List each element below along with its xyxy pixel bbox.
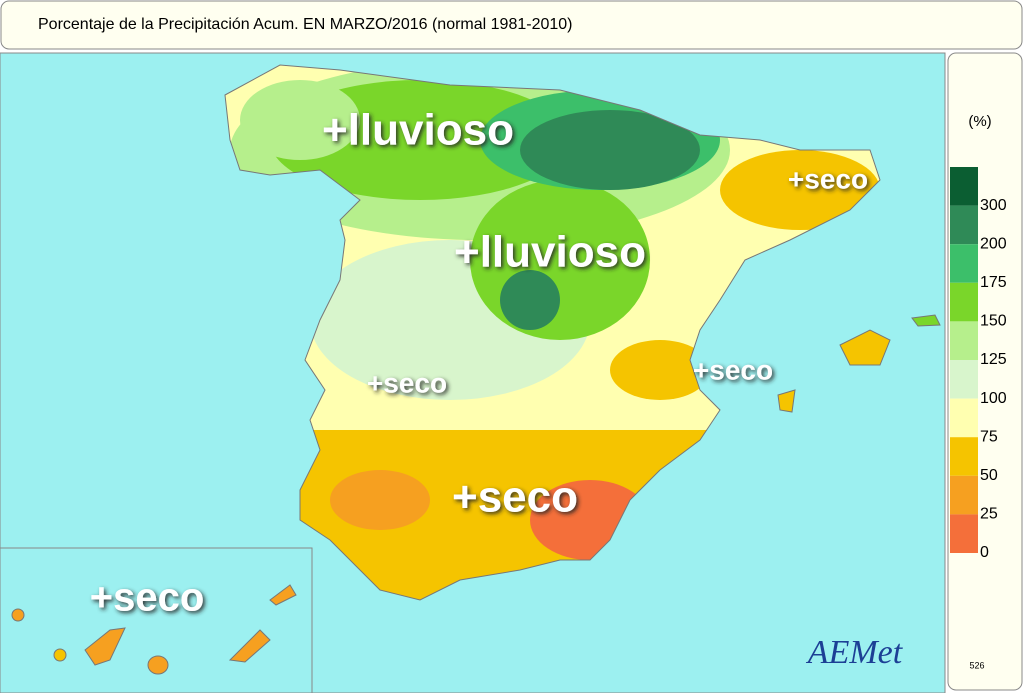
tenerife [84,627,126,666]
lanzarote [269,584,297,606]
mallorca [839,329,891,366]
legend-swatch [950,244,978,283]
legend-swatch [950,360,978,399]
legend-swatch [950,321,978,360]
annotation: +seco [367,367,447,398]
legend-label: 175 [980,274,1007,291]
annotation: +lluvioso [322,106,514,155]
legend-swatch [950,398,978,438]
gran-canaria [147,655,169,675]
annotation: +lluvioso [454,228,646,277]
map-id: 526 [969,660,984,670]
legend-label: 150 [980,313,1007,330]
fuerteventura [228,629,271,663]
legend-swatch [950,475,978,515]
title: Porcentaje de la Precipitación Acum. EN … [38,16,572,33]
legend-swatch [950,205,978,245]
logo: AEMet [806,634,904,671]
la-palma [11,608,25,622]
title-box [0,0,1023,50]
legend-label: 100 [980,390,1007,407]
legend-label: 125 [980,351,1007,368]
legend-label: 75 [980,428,998,445]
la-gomera [53,648,67,662]
legend-swatch [950,514,978,553]
ibiza [777,389,796,413]
legend-label: 0 [980,544,989,561]
legend-label: 300 [980,197,1007,214]
legend-swatch [950,167,978,206]
legend-label: 25 [980,506,998,523]
menorca [911,314,941,327]
legend-swatch [950,282,978,322]
legend-swatch [950,437,978,476]
annotation: +seco [452,473,578,522]
legend-label: 200 [980,235,1007,252]
legend-unit: (%) [968,113,991,130]
annotation: +seco [90,576,205,620]
annotation: +seco [693,354,773,385]
annotation: +seco [788,163,868,194]
legend-label: 50 [980,467,998,484]
